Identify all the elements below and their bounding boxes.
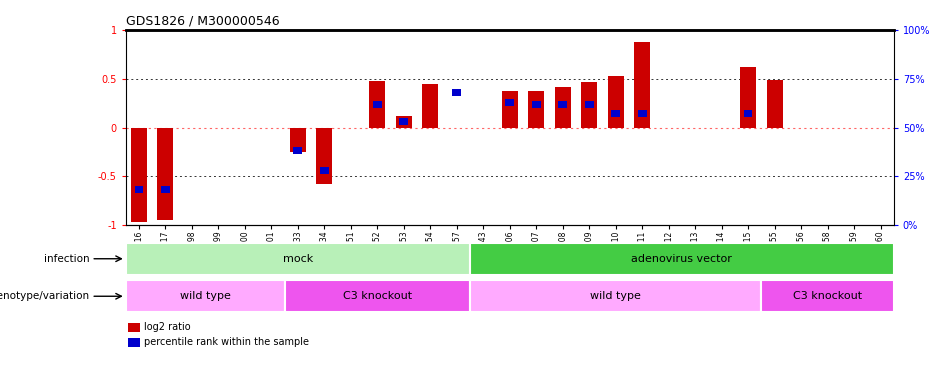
Text: wild type: wild type <box>180 291 231 301</box>
Bar <box>161 186 169 194</box>
Text: mock: mock <box>283 254 313 264</box>
Text: log2 ratio: log2 ratio <box>144 322 191 332</box>
Bar <box>157 128 173 220</box>
Bar <box>762 280 894 312</box>
Bar <box>293 147 303 154</box>
Bar <box>285 280 470 312</box>
Bar <box>423 84 439 128</box>
Bar <box>585 101 594 108</box>
Bar <box>612 110 620 117</box>
Bar <box>370 81 385 128</box>
Bar <box>638 110 646 117</box>
Text: infection: infection <box>45 254 90 264</box>
Text: wild type: wild type <box>590 291 641 301</box>
Text: genotype/variation: genotype/variation <box>0 291 90 301</box>
Bar <box>634 42 650 128</box>
Bar <box>744 110 752 117</box>
Bar <box>532 101 541 108</box>
Bar <box>470 280 762 312</box>
Bar <box>290 128 305 152</box>
Bar <box>126 280 285 312</box>
Bar <box>399 118 408 125</box>
Text: C3 knockout: C3 knockout <box>793 291 862 301</box>
Text: GDS1826 / M300000546: GDS1826 / M300000546 <box>126 15 279 27</box>
Bar <box>452 89 461 96</box>
Text: percentile rank within the sample: percentile rank within the sample <box>144 338 309 347</box>
Bar <box>317 128 332 184</box>
Bar <box>135 186 143 194</box>
Bar <box>559 101 567 108</box>
Text: adenovirus vector: adenovirus vector <box>631 254 733 264</box>
Bar <box>373 101 382 108</box>
Bar <box>126 243 470 275</box>
Bar <box>470 243 894 275</box>
Bar <box>608 76 624 128</box>
Bar <box>502 92 518 128</box>
Bar <box>581 82 597 128</box>
Bar <box>528 92 544 128</box>
Bar <box>555 87 571 128</box>
Text: C3 knockout: C3 knockout <box>343 291 412 301</box>
Bar <box>131 128 147 222</box>
Bar <box>766 80 783 128</box>
Bar <box>396 116 412 128</box>
Bar <box>506 99 514 106</box>
Bar <box>740 67 756 128</box>
Bar <box>320 167 329 174</box>
